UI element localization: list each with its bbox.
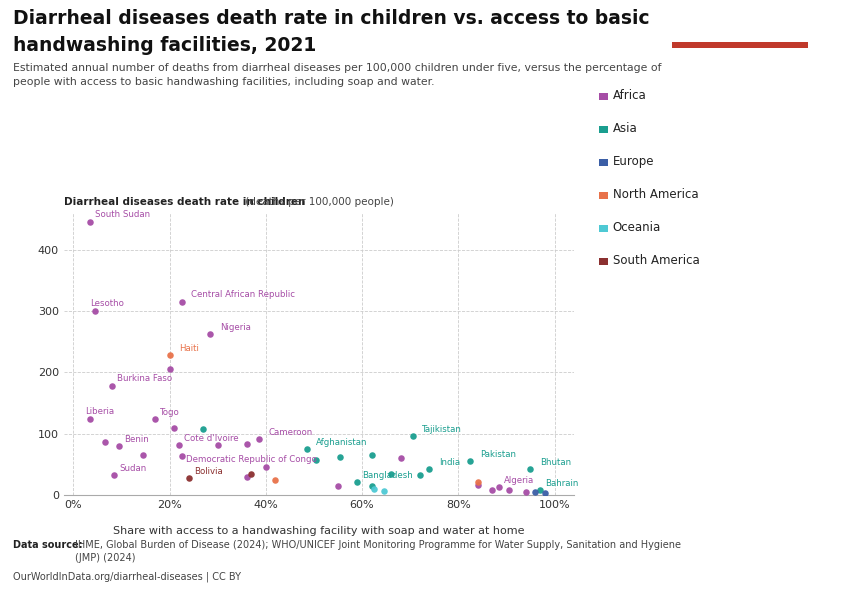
Text: Africa: Africa bbox=[613, 89, 646, 102]
Point bbox=[471, 477, 484, 487]
Point bbox=[98, 437, 111, 447]
Point bbox=[112, 441, 126, 451]
Text: Bahrain: Bahrain bbox=[545, 479, 578, 488]
Text: Asia: Asia bbox=[613, 122, 638, 135]
Point bbox=[463, 457, 477, 466]
Text: Diarrheal diseases death rate in children vs. access to basic: Diarrheal diseases death rate in childre… bbox=[13, 9, 649, 28]
Point bbox=[107, 470, 121, 479]
Point bbox=[413, 470, 427, 479]
Text: Bolivia: Bolivia bbox=[194, 467, 223, 476]
Point bbox=[538, 488, 552, 498]
Text: Lesotho: Lesotho bbox=[90, 299, 124, 308]
Point bbox=[365, 451, 378, 460]
Point bbox=[240, 439, 253, 449]
Text: Data source:: Data source: bbox=[13, 540, 86, 550]
Text: Liberia: Liberia bbox=[85, 407, 115, 416]
Point bbox=[240, 472, 253, 481]
Text: India: India bbox=[439, 458, 460, 467]
Text: Estimated annual number of deaths from diarrheal diseases per 100,000 children u: Estimated annual number of deaths from d… bbox=[13, 63, 661, 86]
Text: Sudan: Sudan bbox=[119, 464, 146, 473]
Text: South America: South America bbox=[613, 254, 700, 267]
Point bbox=[175, 452, 189, 461]
Text: Share with access to a handwashing facility with soap and water at home: Share with access to a handwashing facil… bbox=[113, 526, 524, 536]
Point bbox=[83, 217, 97, 227]
Point bbox=[300, 444, 314, 454]
Text: Haiti: Haiti bbox=[179, 344, 199, 353]
Text: Pakistan: Pakistan bbox=[480, 451, 516, 460]
Text: Cote d'Ivoire: Cote d'Ivoire bbox=[184, 434, 239, 443]
Point bbox=[518, 487, 532, 497]
Point bbox=[333, 452, 347, 462]
Text: Oceania: Oceania bbox=[613, 221, 660, 234]
Point bbox=[105, 381, 119, 391]
Point bbox=[533, 485, 547, 495]
Point bbox=[136, 451, 150, 460]
Text: OurWorldInData.org/diarrheal-diseases | CC BY: OurWorldInData.org/diarrheal-diseases | … bbox=[13, 571, 241, 582]
Text: (deaths per 100,000 people): (deaths per 100,000 people) bbox=[242, 197, 394, 207]
Point bbox=[502, 485, 516, 495]
Point bbox=[163, 350, 177, 360]
Text: IHME, Global Burden of Disease (2024); WHO/UNICEF Joint Monitoring Programme for: IHME, Global Burden of Disease (2024); W… bbox=[75, 540, 681, 563]
Text: Central African Republic: Central African Republic bbox=[191, 290, 295, 299]
Point bbox=[365, 481, 378, 491]
Text: Nigeria: Nigeria bbox=[220, 323, 251, 332]
Point bbox=[471, 480, 484, 490]
Point bbox=[245, 469, 258, 478]
Point bbox=[350, 477, 364, 487]
Point bbox=[163, 365, 177, 374]
Text: Burkina Faso: Burkina Faso bbox=[116, 374, 172, 383]
Point bbox=[196, 424, 210, 434]
Text: Europe: Europe bbox=[613, 155, 654, 168]
Point bbox=[269, 475, 282, 485]
Point bbox=[173, 440, 186, 449]
Text: Our World
in Data: Our World in Data bbox=[708, 13, 771, 35]
Point bbox=[83, 414, 97, 424]
Point bbox=[88, 306, 102, 316]
Point bbox=[529, 487, 542, 497]
Point bbox=[384, 469, 398, 478]
Text: handwashing facilities, 2021: handwashing facilities, 2021 bbox=[13, 36, 316, 55]
Point bbox=[175, 297, 189, 307]
Text: Togo: Togo bbox=[160, 408, 179, 417]
Point bbox=[259, 462, 273, 472]
Point bbox=[485, 485, 499, 495]
Text: Afghanistan: Afghanistan bbox=[316, 438, 368, 447]
Point bbox=[492, 482, 506, 492]
Point bbox=[422, 464, 436, 473]
Point bbox=[405, 431, 419, 441]
Text: Algeria: Algeria bbox=[504, 476, 535, 485]
Point bbox=[252, 434, 265, 443]
Point bbox=[167, 423, 181, 433]
Text: Diarrheal diseases death rate in children: Diarrheal diseases death rate in childre… bbox=[64, 197, 305, 207]
Point bbox=[377, 486, 390, 496]
Text: Benin: Benin bbox=[124, 435, 149, 444]
Point bbox=[182, 473, 196, 482]
Point bbox=[149, 414, 162, 424]
Text: Cameroon: Cameroon bbox=[269, 428, 313, 437]
Text: South Sudan: South Sudan bbox=[95, 210, 150, 219]
Point bbox=[524, 464, 537, 474]
Point bbox=[367, 484, 381, 494]
Point bbox=[394, 454, 407, 463]
Point bbox=[332, 481, 345, 491]
Bar bbox=[672, 42, 808, 48]
Point bbox=[211, 440, 224, 449]
Text: North America: North America bbox=[613, 188, 698, 201]
Text: Democratic Republic of Congo: Democratic Republic of Congo bbox=[186, 455, 317, 464]
Point bbox=[204, 329, 218, 339]
Text: Tajikistan: Tajikistan bbox=[422, 425, 462, 434]
Text: Bhutan: Bhutan bbox=[540, 458, 571, 467]
Point bbox=[309, 455, 323, 465]
Text: Bangladesh: Bangladesh bbox=[362, 470, 413, 479]
